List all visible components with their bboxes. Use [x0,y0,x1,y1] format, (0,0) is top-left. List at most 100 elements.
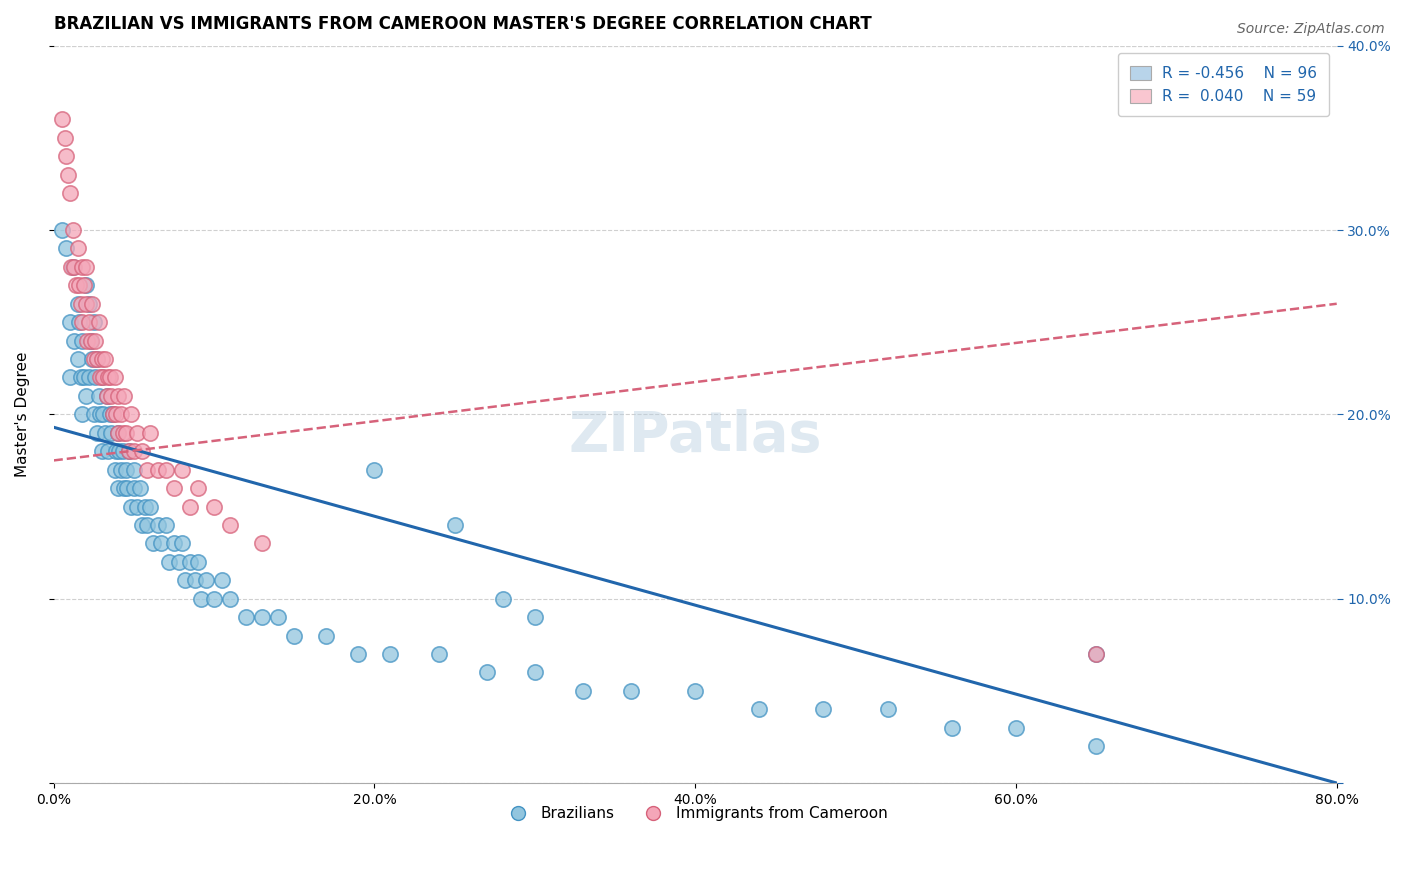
Point [101,408,124,422]
Point [523,665,546,680]
Point [118,444,141,458]
Point [107,481,129,495]
Point [89,370,111,384]
Point [83,315,105,329]
Point [51,112,73,127]
Point [97,444,120,458]
Point [89,408,111,422]
Point [53,131,76,145]
Point [84,370,107,384]
Legend: Brazilians, Immigrants from Cameroon: Brazilians, Immigrants from Cameroon [496,800,894,827]
Point [876,702,898,716]
Point [163,536,186,550]
Point [363,463,385,477]
Point [96,389,118,403]
Point [77,315,100,329]
Point [146,518,169,533]
Point [283,629,305,643]
Point [60,260,83,274]
Point [90,444,112,458]
Point [110,463,132,477]
Point [84,334,107,348]
Point [380,647,402,661]
Point [66,352,89,367]
Point [190,591,212,606]
Point [98,370,121,384]
Point [146,463,169,477]
Point [94,425,117,440]
Point [72,315,94,329]
Point [67,315,90,329]
Point [202,500,225,514]
Point [155,518,177,533]
Point [110,408,132,422]
Point [475,665,498,680]
Point [941,721,963,735]
Point [82,352,104,367]
Point [134,500,156,514]
Point [748,702,770,716]
Point [72,334,94,348]
Point [122,481,145,495]
Point [112,481,135,495]
Point [107,389,129,403]
Point [122,463,145,477]
Text: Source: ZipAtlas.com: Source: ZipAtlas.com [1237,22,1385,37]
Point [120,500,142,514]
Point [73,370,96,384]
Point [139,500,162,514]
Point [77,370,100,384]
Point [70,297,93,311]
Point [167,555,190,569]
Point [66,242,89,256]
Point [55,149,77,163]
Point [72,408,94,422]
Point [139,425,162,440]
Point [135,463,157,477]
Point [55,242,77,256]
Point [131,444,153,458]
Point [122,444,145,458]
Point [150,536,173,550]
Point [86,425,108,440]
Point [219,518,242,533]
Point [219,591,242,606]
Point [79,334,101,348]
Point [63,260,86,274]
Point [114,463,136,477]
Point [59,370,82,384]
Point [100,425,122,440]
Point [56,168,79,182]
Point [170,536,193,550]
Point [62,260,84,274]
Point [202,591,225,606]
Point [267,610,290,624]
Point [83,408,105,422]
Point [101,408,124,422]
Point [129,481,152,495]
Point [184,574,207,588]
Point [157,555,180,569]
Point [315,629,337,643]
Point [155,463,177,477]
Point [211,574,233,588]
Point [51,223,73,237]
Point [443,518,465,533]
Point [492,591,515,606]
Point [100,389,122,403]
Y-axis label: Master's Degree: Master's Degree [15,351,30,477]
Point [1005,721,1028,735]
Point [66,297,89,311]
Point [98,408,121,422]
Point [94,352,117,367]
Point [67,278,90,293]
Point [1085,739,1108,754]
Point [135,518,157,533]
Text: BRAZILIAN VS IMMIGRANTS FROM CAMEROON MASTER'S DEGREE CORRELATION CHART: BRAZILIAN VS IMMIGRANTS FROM CAMEROON MA… [53,15,872,33]
Point [75,389,97,403]
Point [65,278,87,293]
Point [114,425,136,440]
Point [73,278,96,293]
Point [75,260,97,274]
Point [105,444,128,458]
